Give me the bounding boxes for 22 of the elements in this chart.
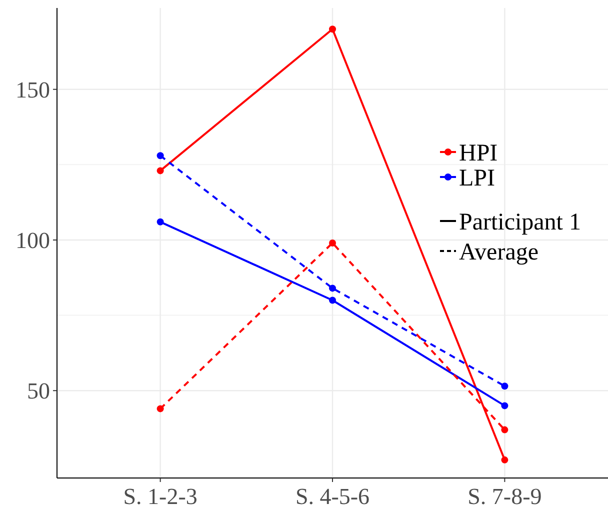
x-tick-label: S. 1-2-3 (123, 484, 198, 509)
point (501, 456, 508, 464)
y-tick-label: 100 (16, 228, 50, 254)
point (329, 26, 336, 33)
point (156, 218, 164, 226)
legend-label: HPI (459, 140, 498, 166)
point (329, 240, 336, 246)
point (156, 152, 164, 160)
x-tick-label: S. 4-5-6 (295, 484, 370, 509)
point (501, 382, 508, 390)
point (329, 284, 336, 292)
y-tick-label: 50 (27, 378, 50, 404)
point (329, 296, 336, 304)
x-tick-label: S. 7-8-9 (468, 484, 542, 509)
y-tick-label: 150 (16, 77, 50, 102)
point (501, 426, 508, 434)
point (156, 167, 164, 174)
point (501, 402, 508, 410)
point (156, 405, 164, 412)
legend-label: LPI (459, 165, 496, 192)
annotation: Average (459, 239, 538, 266)
annotation: Participant 1 (459, 209, 581, 236)
